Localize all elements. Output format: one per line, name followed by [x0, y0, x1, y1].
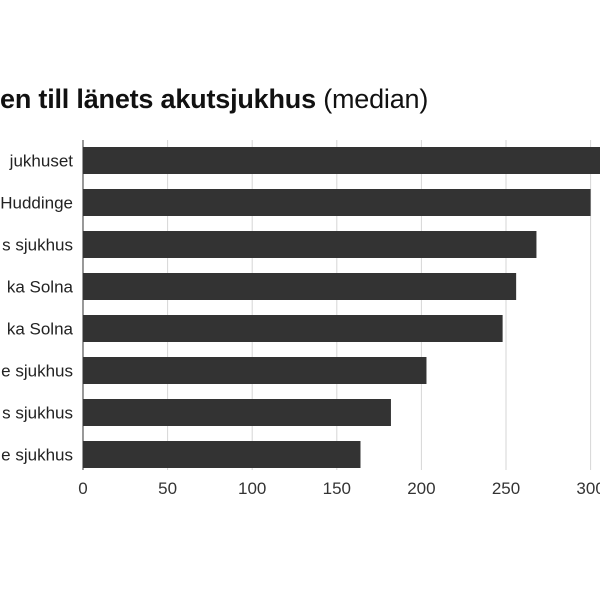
category-label: Huddinge	[0, 194, 73, 213]
x-tick-label: 200	[407, 479, 435, 498]
x-tick-label: 300	[576, 479, 600, 498]
category-label: e sjukhus	[1, 446, 73, 465]
x-tick-label: 250	[492, 479, 520, 498]
category-label: jukhuset	[9, 152, 74, 171]
category-label: ka Solna	[7, 278, 74, 297]
x-axis: 0 50 100 150 200 250 300	[78, 479, 600, 498]
bar	[83, 315, 503, 342]
bar	[83, 273, 517, 300]
chart-title: en till länets akutsjukhus (median)	[0, 84, 428, 115]
bar	[83, 357, 427, 384]
category-label: s sjukhus	[2, 236, 73, 255]
bar	[83, 231, 537, 258]
category-label: e sjukhus	[1, 362, 73, 381]
chart-title-suffix: (median)	[323, 84, 429, 114]
bars	[83, 147, 600, 468]
bar	[83, 441, 361, 468]
chart-title-bold: en till länets akutsjukhus	[0, 84, 316, 114]
category-labels: jukhuset Huddinge s sjukhus ka Solna ka Soln…	[0, 152, 73, 465]
x-tick-label: 100	[238, 479, 266, 498]
x-tick-label: 0	[78, 479, 87, 498]
category-label: ka Solna	[7, 320, 74, 339]
x-tick-label: 50	[158, 479, 177, 498]
x-tick-label: 150	[323, 479, 351, 498]
bar	[83, 147, 600, 174]
bar	[83, 189, 591, 216]
bar	[83, 399, 391, 426]
category-label: s sjukhus	[2, 404, 73, 423]
